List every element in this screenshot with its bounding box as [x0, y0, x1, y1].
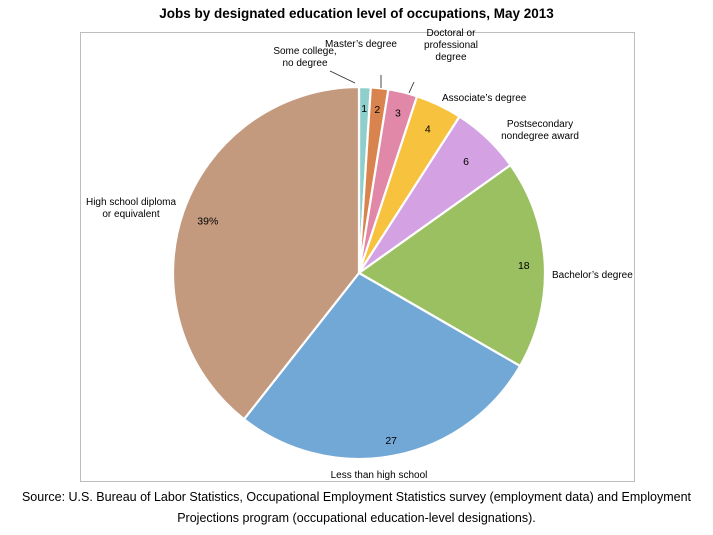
category-label: Doctoral or professional degree — [424, 28, 478, 63]
pie-slice-8 — [171, 85, 361, 421]
slice-value-label: 3 — [395, 108, 401, 120]
category-label: Bachelor’s degree — [552, 270, 633, 281]
category-label: High school diploma or equivalent — [86, 197, 176, 220]
category-label: Associate’s degree — [442, 93, 527, 104]
pie-slice-7 — [242, 271, 522, 461]
leader-line — [408, 81, 415, 94]
chart-title: Jobs by designated education level of oc… — [159, 6, 554, 21]
category-label: Postsecondary nondegree award — [501, 119, 579, 142]
source-line-2: Projections program (occupational educat… — [177, 511, 536, 525]
slice-value-label: 18 — [518, 260, 530, 272]
slice-value-label: 1 — [361, 103, 367, 115]
source-note: Source: U.S. Bureau of Labor Statistics,… — [0, 487, 713, 529]
category-label: Less than high school — [331, 470, 428, 481]
source-line-1: Source: U.S. Bureau of Labor Statistics,… — [21, 490, 692, 504]
slice-value-label: 39% — [197, 216, 218, 228]
pie-slice-6 — [356, 163, 547, 368]
slice-value-label: 4 — [425, 124, 431, 136]
plot-area-frame — [80, 32, 635, 482]
leader-line — [329, 70, 356, 84]
category-label: Some college, no degree — [273, 46, 336, 69]
slice-value-label: 27 — [385, 435, 397, 447]
slice-value-label: 2 — [374, 104, 380, 116]
category-label: Master’s degree — [325, 39, 397, 50]
slice-value-label: 6 — [463, 156, 469, 168]
